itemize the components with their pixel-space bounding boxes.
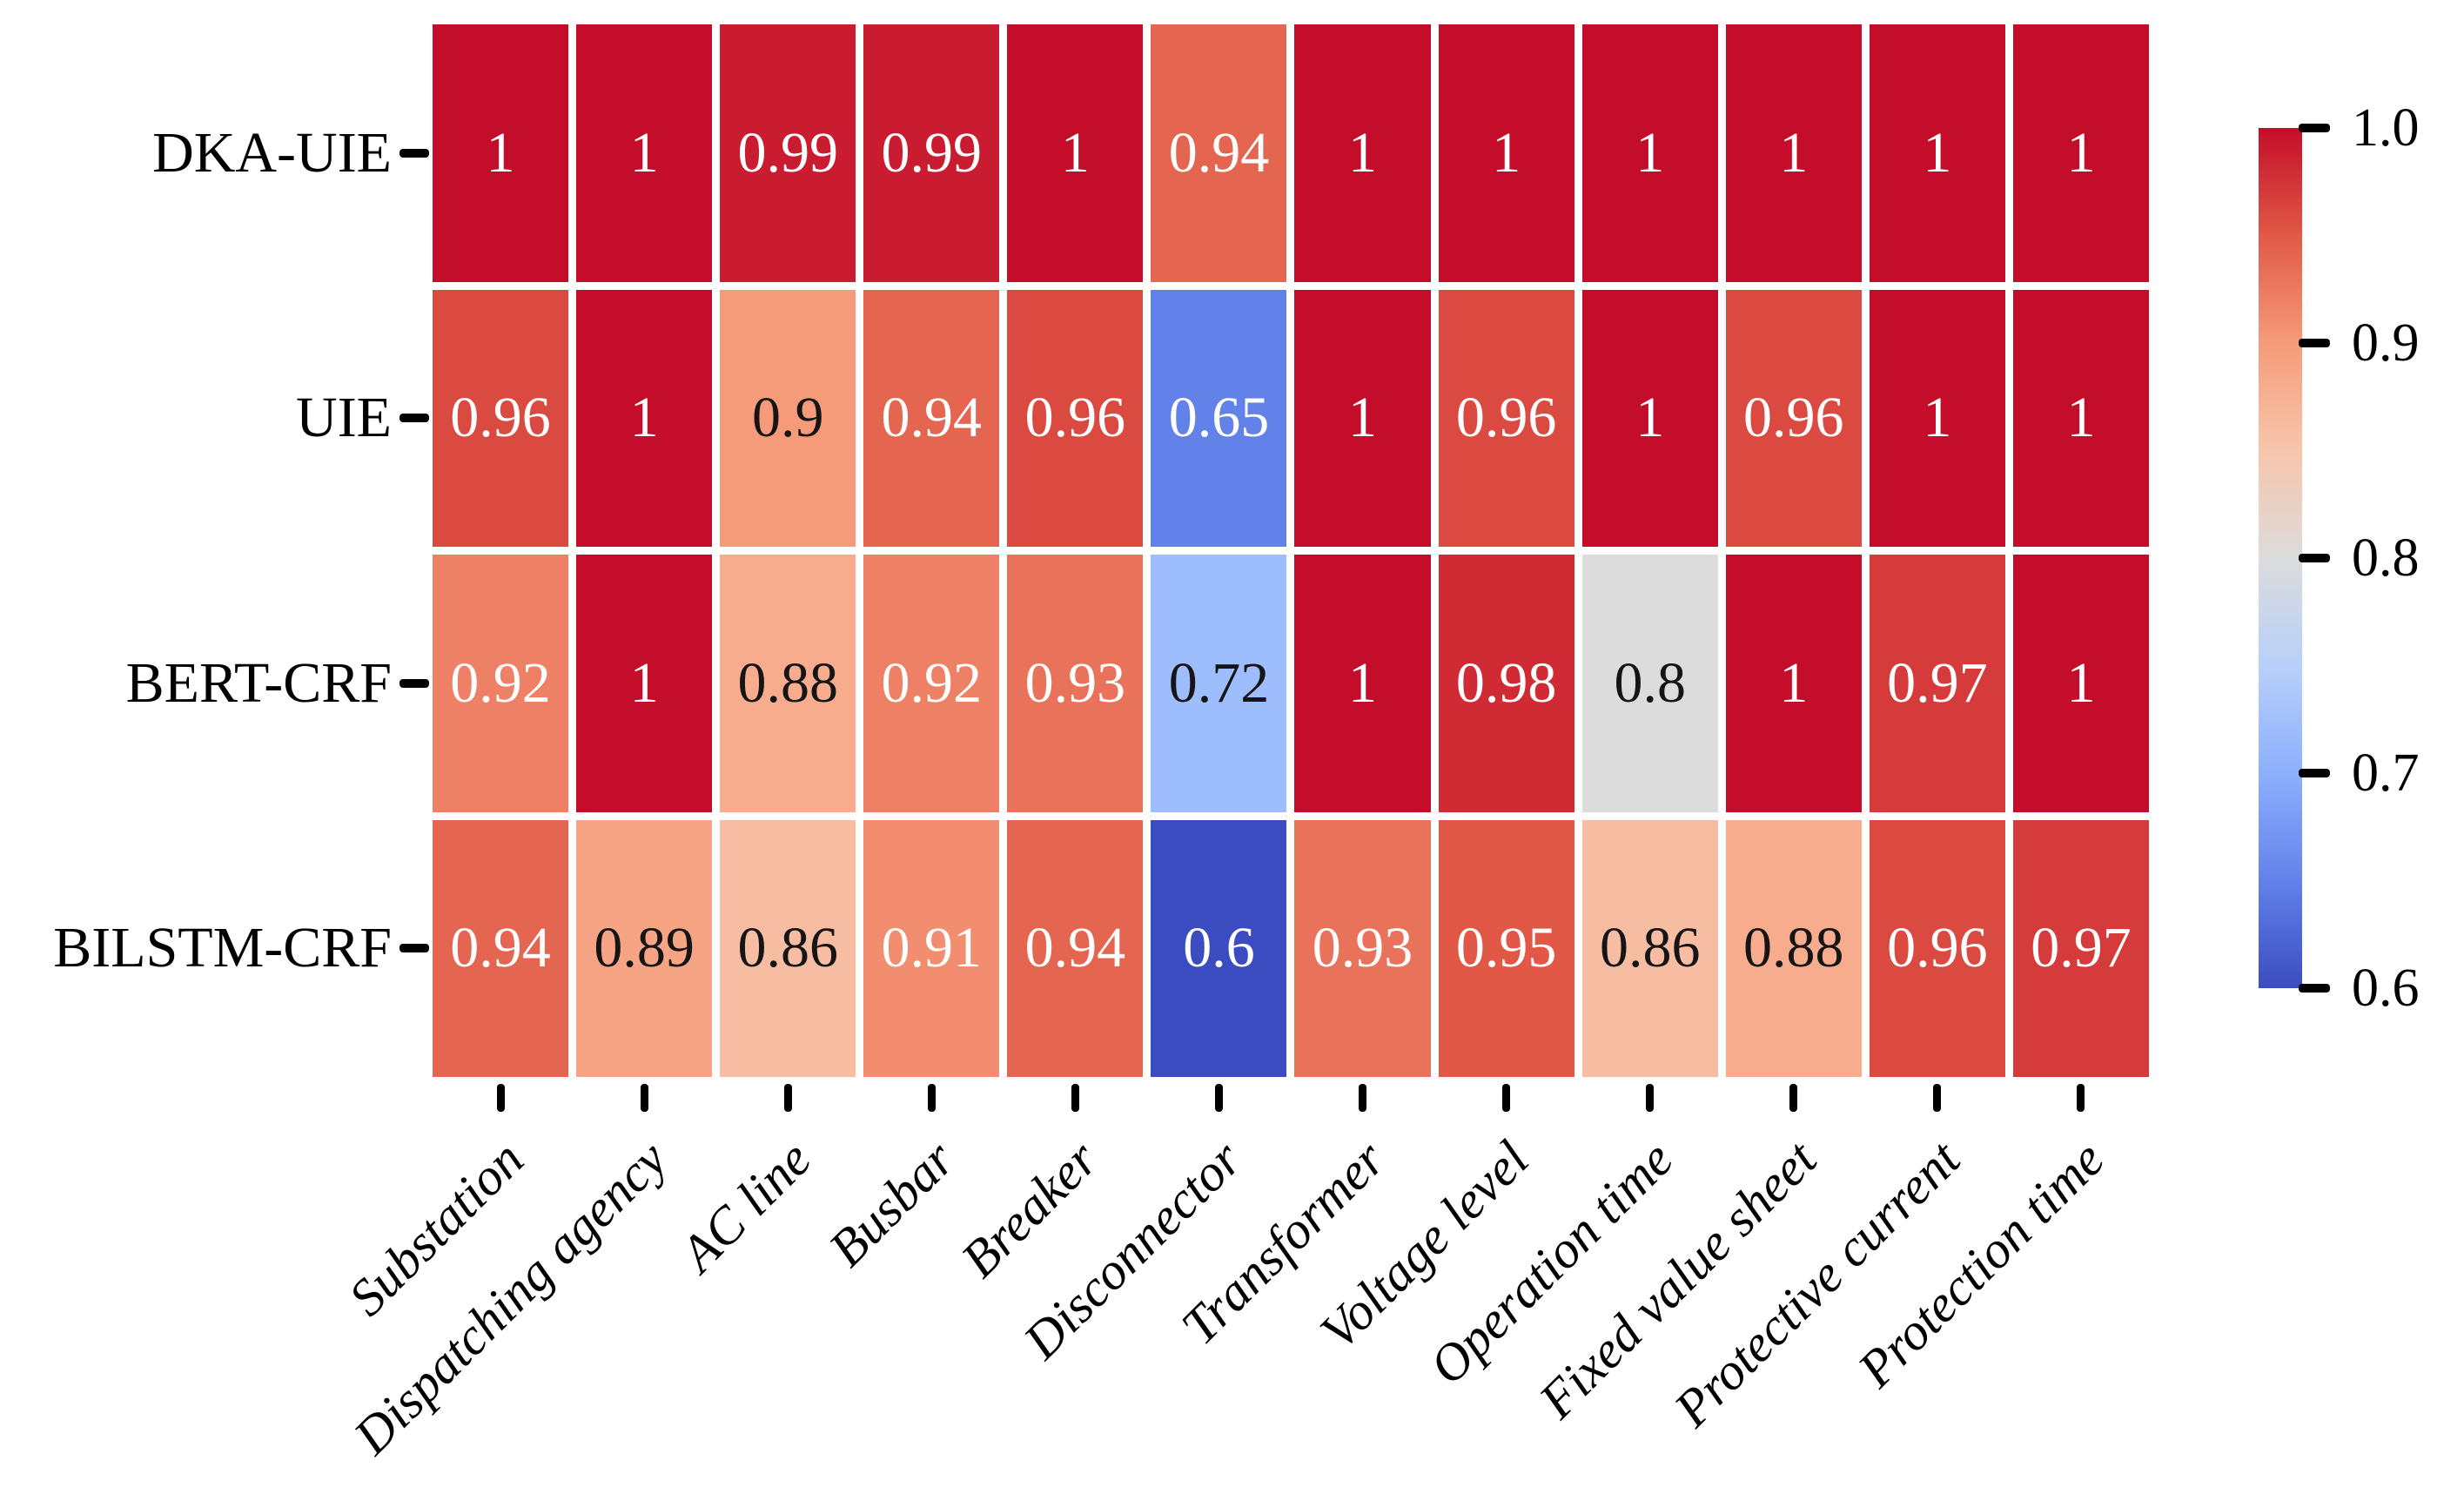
colorbar-tick-mark: [2299, 554, 2330, 562]
heatmap-cell: 0.93: [1007, 555, 1144, 812]
heatmap-grid: 1 1 0.99 0.99 1 0.94 1 1 1 1 1 1 0.96 1 0.9 0.94 0.96 0.6…: [433, 24, 2149, 1077]
heatmap-cell: 1: [576, 24, 713, 282]
colorbar-tick-mark: [2299, 984, 2330, 993]
x-tick-mark: [783, 1084, 792, 1112]
colorbar-tick-label: 1.0: [2352, 98, 2420, 158]
x-tick-mark: [1933, 1084, 1942, 1112]
heatmap-cell: 0.86: [1581, 819, 1718, 1077]
heatmap-cell: 0.94: [433, 819, 569, 1077]
heatmap-cell: 0.88: [720, 555, 856, 812]
x-tick-mark: [1214, 1084, 1223, 1112]
y-tick-label: UIE: [296, 386, 392, 450]
heatmap-cell: 1: [2012, 555, 2149, 812]
heatmap-cell: 1: [1869, 24, 2005, 282]
y-tick-mark: [399, 148, 429, 158]
heatmap-cell: 0.96: [1007, 289, 1144, 547]
heatmap-cell: 1: [576, 289, 713, 547]
x-tick-mark: [640, 1084, 648, 1112]
heatmap-cell: 1: [1581, 24, 1718, 282]
heatmap-cell: 1: [1007, 24, 1144, 282]
heatmap-cell: 0.8: [1581, 555, 1718, 812]
heatmap-cell: 1: [1294, 555, 1431, 812]
x-tick-mark: [1359, 1084, 1367, 1112]
heatmap-cell: 0.91: [863, 819, 1000, 1077]
colorbar-tick-label: 0.6: [2352, 959, 2420, 1018]
y-tick-mark: [399, 414, 429, 423]
heatmap-cell: 0.99: [720, 24, 856, 282]
heatmap-cell: 1: [1725, 555, 1862, 812]
heatmap-cell: 0.96: [1438, 289, 1574, 547]
x-tick-label: AC line: [668, 1129, 822, 1282]
heatmap-cell: 0.97: [1869, 555, 2005, 812]
heatmap-cell: 0.88: [1725, 819, 1862, 1077]
heatmap-cell: 1: [576, 555, 713, 812]
heatmap-cell: 1: [1294, 24, 1431, 282]
heatmap-cell: 0.98: [1438, 555, 1574, 812]
y-tick-label: BERT-CRF: [125, 650, 392, 715]
heatmap-cell: 1: [1438, 24, 1574, 282]
x-tick-mark: [496, 1084, 505, 1112]
heatmap-cell: 0.96: [1869, 819, 2005, 1077]
heatmap-cell: 0.96: [433, 289, 569, 547]
heatmap-cell: 0.96: [1725, 289, 1862, 547]
x-tick-mark: [1789, 1084, 1798, 1112]
heatmap-cell: 0.92: [433, 555, 569, 812]
x-tick-mark: [927, 1084, 936, 1112]
heatmap-cell: 1: [1294, 289, 1431, 547]
y-tick-mark: [399, 944, 429, 953]
heatmap-cell: 0.9: [720, 289, 856, 547]
heatmap-cell: 0.94: [863, 289, 1000, 547]
colorbar-tick-mark: [2299, 769, 2330, 777]
heatmap-cell: 0.99: [863, 24, 1000, 282]
heatmap-cell: 0.94: [1007, 819, 1144, 1077]
heatmap-cell: 0.86: [720, 819, 856, 1077]
colorbar-tick-mark: [2299, 124, 2330, 132]
heatmap-cell: 0.94: [1151, 24, 1287, 282]
heatmap-cell: 1: [433, 24, 569, 282]
heatmap-cell: 1: [1725, 24, 1862, 282]
heatmap-cell: 1: [1869, 289, 2005, 547]
heatmap-cell: 1: [2012, 289, 2149, 547]
colorbar-tick-label: 0.7: [2352, 744, 2420, 803]
heatmap-cell: 0.65: [1151, 289, 1287, 547]
heatmap-cell: 0.97: [2012, 819, 2149, 1077]
x-tick-mark: [1071, 1084, 1079, 1112]
y-tick-label: BILSTM-CRF: [53, 916, 392, 980]
y-tick-mark: [399, 678, 429, 688]
x-tick-mark: [2077, 1084, 2085, 1112]
heatmap-cell: 0.92: [863, 555, 1000, 812]
heatmap-cell: 0.93: [1294, 819, 1431, 1077]
heatmap-cell: 1: [1581, 289, 1718, 547]
colorbar-tick-mark: [2299, 339, 2330, 347]
colorbar-tick-label: 0.8: [2352, 528, 2420, 588]
x-tick-label: Busbar: [817, 1129, 965, 1278]
x-tick-mark: [1646, 1084, 1655, 1112]
colorbar-tick-label: 0.9: [2352, 313, 2420, 373]
heatmap-cell: 0.89: [576, 819, 713, 1077]
heatmap-cell: 1: [2012, 24, 2149, 282]
heatmap-cell: 0.6: [1151, 819, 1287, 1077]
x-tick-mark: [1502, 1084, 1511, 1112]
y-tick-label: DKA-UIE: [152, 120, 392, 185]
heatmap-cell: 0.95: [1438, 819, 1574, 1077]
colorbar-gradient: [2259, 128, 2302, 988]
heatmap-cell: 0.72: [1151, 555, 1287, 812]
